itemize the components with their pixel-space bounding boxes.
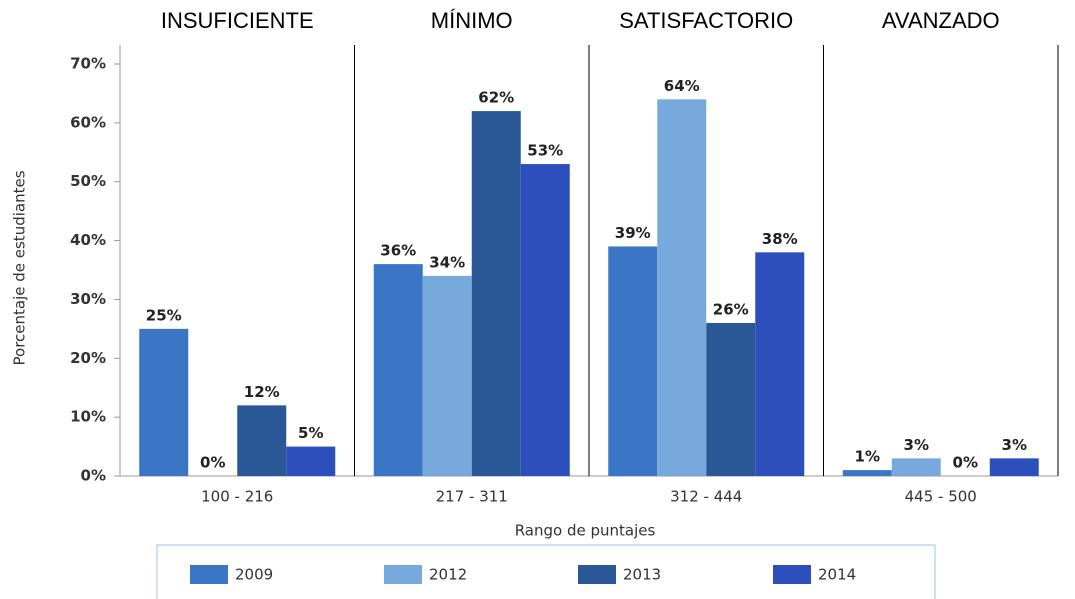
y-tick-label: 0%	[81, 467, 106, 485]
y-tick-label: 40%	[70, 231, 106, 249]
bar	[842, 470, 892, 476]
x-tick-label: 100 - 216	[201, 488, 273, 506]
value-label: 1%	[855, 448, 880, 466]
value-label: 12%	[244, 383, 280, 401]
bar	[471, 111, 521, 476]
value-label: 25%	[146, 306, 182, 324]
value-label: 0%	[200, 454, 225, 472]
legend-label: 2013	[623, 566, 661, 584]
value-label: 39%	[615, 224, 651, 242]
group-label: INSUFICIENTE	[161, 8, 314, 33]
value-label: 38%	[762, 230, 798, 248]
legend-swatch	[773, 565, 811, 584]
bar	[891, 458, 941, 476]
bar	[706, 322, 756, 476]
bar	[139, 328, 189, 476]
legend-swatch	[190, 565, 228, 584]
bar	[373, 264, 423, 476]
value-label: 62%	[478, 89, 514, 107]
legend-swatch	[384, 565, 422, 584]
x-tick-label: 312 - 444	[670, 488, 742, 506]
bar	[237, 405, 287, 476]
group-label: MÍNIMO	[431, 8, 513, 33]
value-label: 0%	[953, 454, 978, 472]
group-label: AVANZADO	[882, 8, 1000, 33]
x-tick-label: 445 - 500	[905, 488, 977, 506]
bar	[520, 164, 570, 477]
value-label: 5%	[298, 424, 323, 442]
value-label: 64%	[664, 77, 700, 95]
y-tick-label: 50%	[70, 172, 106, 190]
value-label: 36%	[380, 242, 416, 260]
y-tick-label: 20%	[70, 349, 106, 367]
y-tick-label: 60%	[70, 113, 106, 131]
legend-swatch	[578, 565, 616, 584]
x-axis-label: Rango de puntajes	[515, 522, 656, 540]
bar	[286, 446, 336, 476]
y-tick-label: 70%	[70, 55, 106, 73]
group-label: SATISFACTORIO	[619, 8, 793, 33]
value-label: 53%	[527, 142, 563, 160]
legend-label: 2012	[429, 566, 467, 584]
legend-label: 2014	[818, 566, 856, 584]
value-label: 3%	[904, 436, 929, 454]
legend-label: 2009	[235, 566, 273, 584]
bar	[989, 458, 1039, 476]
value-label: 3%	[1002, 436, 1027, 454]
value-label: 34%	[429, 253, 465, 271]
value-label: 26%	[713, 300, 749, 318]
y-tick-label: 30%	[70, 290, 106, 308]
y-axis-label: Porcentaje de estudiantes	[11, 170, 29, 365]
y-tick-label: 10%	[70, 408, 106, 426]
legend-box	[156, 544, 936, 599]
bar	[657, 99, 707, 477]
bar	[755, 252, 805, 476]
x-tick-label: 217 - 311	[436, 488, 508, 506]
bar	[422, 275, 472, 476]
bar	[608, 246, 658, 476]
